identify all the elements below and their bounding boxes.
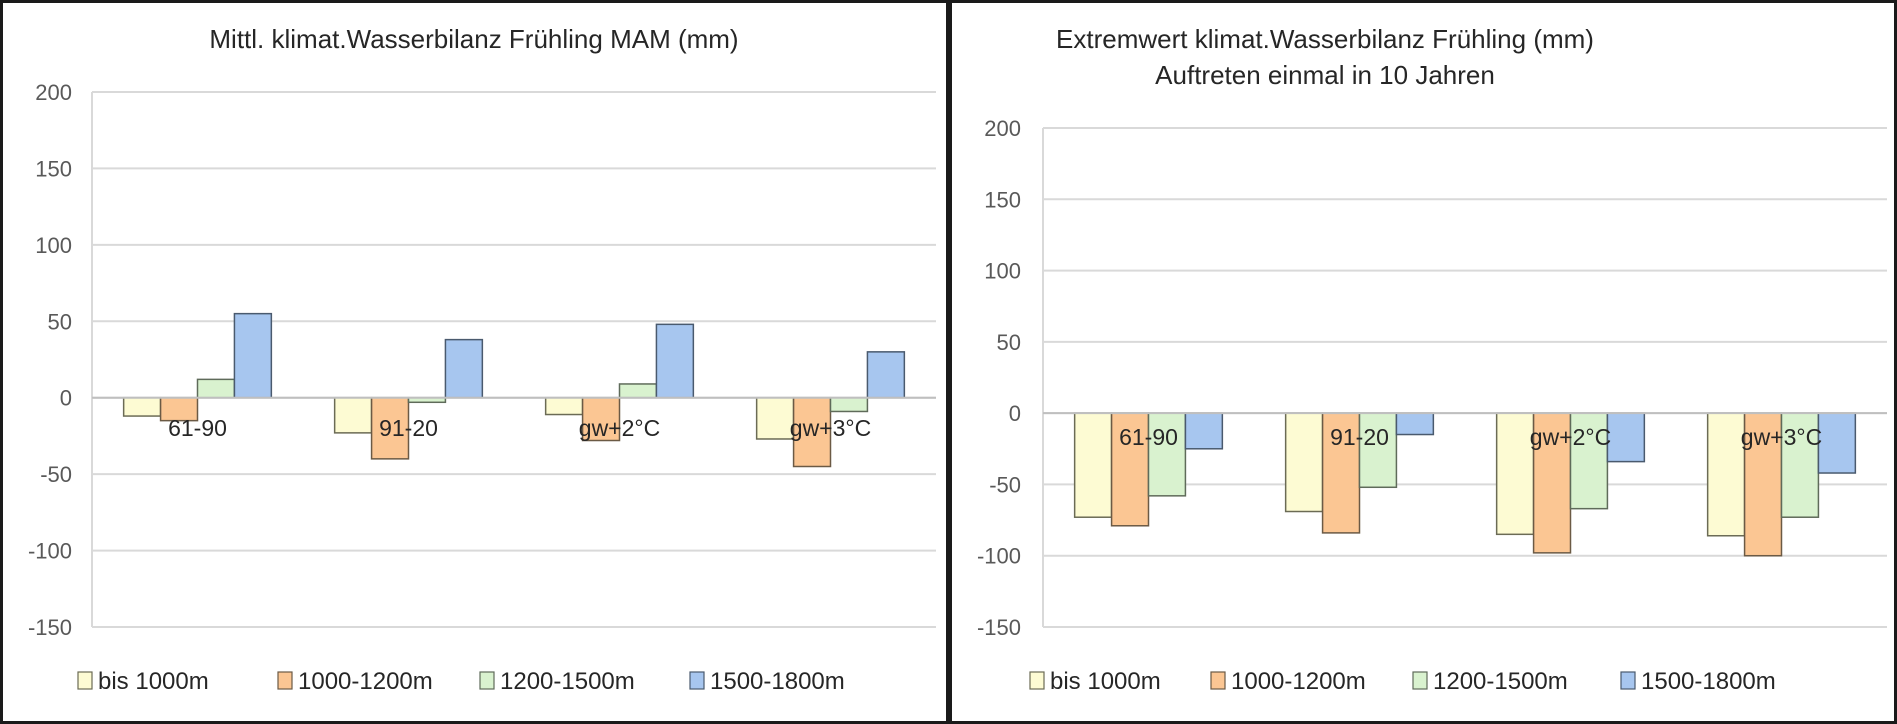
category-label: gw+2°C xyxy=(579,415,660,441)
mean-water-balance-chart: -150 -100 -50 0 50 100 150 200 Mittl. klimat.Was… xyxy=(28,24,936,695)
y-tick-label: 50 xyxy=(48,309,72,334)
y-tick-label: 0 xyxy=(1009,401,1021,426)
bar-bis-1000m-91-20 xyxy=(1284,412,1324,513)
category-label: gw+3°C xyxy=(790,415,871,441)
legend-label-1200-1500m: 1200-1500m xyxy=(1433,668,1568,695)
panel-border-left xyxy=(0,0,949,724)
y-tick-label: 100 xyxy=(35,233,72,258)
legend-label-1000-1200m: 1000-1200m xyxy=(1231,668,1366,695)
bar-1500-1800m-gw-3-c xyxy=(866,351,906,399)
bar-1500-1800m-gw-2-c xyxy=(1606,412,1646,463)
legend-swatch-1000-1200m xyxy=(1210,671,1226,690)
category-label: 61-90 xyxy=(168,415,227,441)
chart-title: Auftreten einmal in 10 Jahren xyxy=(1155,60,1495,90)
y-tick-label: 150 xyxy=(35,156,72,181)
chart-title: Extremwert klimat.Wasserbilanz Frühling … xyxy=(1056,24,1594,54)
legend-label-bis-1000m: bis 1000m xyxy=(1050,668,1161,695)
bar-bis-1000m-gw-2-c xyxy=(1495,412,1535,536)
category-label: 61-90 xyxy=(1119,424,1178,450)
category-label: 91-20 xyxy=(379,415,438,441)
legend-swatch-bis-1000m xyxy=(1029,671,1045,690)
bar-1000-1200m-61-90 xyxy=(1110,412,1150,527)
chart-panel-extreme: -150 -100 -50 0 50 100 150 200 Extremwert klimat… xyxy=(948,0,1897,724)
bar-1500-1800m-61-90 xyxy=(233,312,273,399)
bar-1000-1200m-91-20 xyxy=(370,396,410,460)
legend-swatch-1500-1800m xyxy=(689,671,705,690)
bar-1500-1800m-gw-3-c xyxy=(1817,412,1857,474)
legend-swatch-1500-1800m xyxy=(1620,671,1636,690)
y-tick-label: 100 xyxy=(984,259,1021,284)
extreme-water-balance-chart: -150 -100 -50 0 50 100 150 200 Extremwert klimat… xyxy=(977,24,1887,695)
y-tick-label: -150 xyxy=(977,615,1021,640)
bar-1200-1500m-91-20 xyxy=(1358,412,1398,489)
y-tick-label: -50 xyxy=(40,462,72,487)
y-tick-label: 0 xyxy=(60,386,72,411)
bar-1000-1200m-gw-3-c xyxy=(792,396,832,468)
y-tick-label: -100 xyxy=(28,539,72,564)
bar-bis-1000m-gw-3-c xyxy=(755,396,795,440)
bar-1000-1200m-gw-2-c xyxy=(1532,412,1572,554)
legend-swatch-1000-1200m xyxy=(277,671,293,690)
bar-1200-1500m-gw-3-c xyxy=(1780,412,1820,518)
y-tick-label: 200 xyxy=(984,116,1021,141)
legend-label-1500-1800m: 1500-1800m xyxy=(1641,668,1776,695)
category-label: 91-20 xyxy=(1330,424,1389,450)
bar-bis-1000m-91-20 xyxy=(333,396,373,434)
category-label: gw+3°C xyxy=(1741,424,1822,450)
y-tick-label: -100 xyxy=(977,544,1021,569)
y-tick-label: -150 xyxy=(28,615,72,640)
legend-swatch-1200-1500m xyxy=(1412,671,1428,690)
chart-title: Mittl. klimat.Wasserbilanz Frühling MAM … xyxy=(209,24,738,54)
chart-panel-mean: -150 -100 -50 0 50 100 150 200 Mittl. klimat.Was… xyxy=(0,0,948,724)
y-tick-label: 200 xyxy=(35,80,72,105)
legend-swatch-bis-1000m xyxy=(77,671,93,690)
panel-border-right xyxy=(949,0,1897,724)
bar-bis-1000m-61-90 xyxy=(1073,412,1113,518)
legend-label-1500-1800m: 1500-1800m xyxy=(710,668,845,695)
legend-label-bis-1000m: bis 1000m xyxy=(98,668,209,695)
bar-1200-1500m-61-90 xyxy=(1147,412,1187,497)
legend-swatch-1200-1500m xyxy=(479,671,495,690)
y-tick-label: 150 xyxy=(984,187,1021,212)
category-label: gw+2°C xyxy=(1530,424,1611,450)
y-tick-label: 50 xyxy=(997,330,1021,355)
bar-1000-1200m-gw-2-c xyxy=(581,396,621,442)
plot-area xyxy=(92,92,936,627)
legend-label-1000-1200m: 1000-1200m xyxy=(298,668,433,695)
legend-label-1200-1500m: 1200-1500m xyxy=(500,668,635,695)
y-tick-label: -50 xyxy=(989,472,1021,497)
